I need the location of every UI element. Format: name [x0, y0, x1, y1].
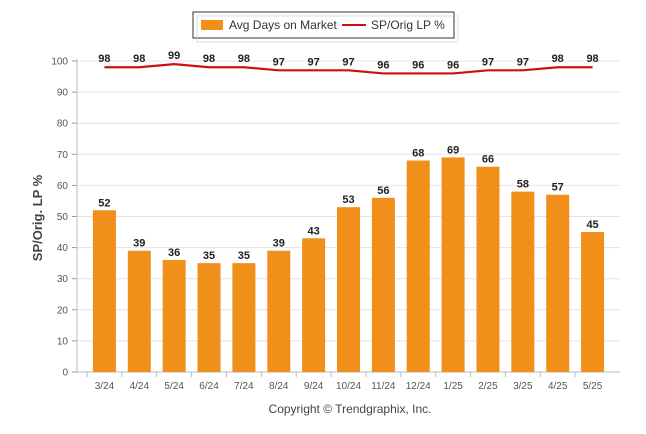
line-data-label: 97	[273, 56, 285, 68]
labels-layer: 52 3/24 39 4/24 36 5/24 35 6/24 35 7/24 39 8/24 43 9/…	[95, 50, 603, 392]
x-tick-label: 3/24	[95, 381, 115, 392]
y-tick-label: 10	[57, 336, 69, 347]
y-tick-label: 50	[57, 212, 69, 223]
bar-data-label: 58	[517, 179, 529, 191]
bar	[302, 238, 326, 372]
series-line	[104, 63, 593, 75]
bar	[232, 263, 256, 372]
y-tick-label: 60	[57, 181, 69, 192]
bar	[441, 157, 465, 372]
x-tick-label: 8/24	[269, 381, 289, 392]
bar-data-label: 45	[586, 219, 598, 231]
bars-layer	[92, 157, 605, 372]
bar	[511, 191, 535, 372]
bar-data-label: 35	[238, 250, 250, 262]
x-tick-label: 9/24	[304, 381, 324, 392]
line-data-label: 96	[412, 59, 424, 71]
bar	[92, 210, 116, 372]
legend: Avg Days on Market SP/Orig LP %	[192, 11, 459, 43]
bar-data-label: 36	[168, 247, 180, 259]
line-layer	[104, 63, 593, 75]
bar	[162, 260, 186, 372]
bar	[546, 194, 570, 372]
bar-data-label: 68	[412, 148, 424, 160]
x-tick-label: 2/25	[478, 381, 498, 392]
bar	[337, 207, 360, 372]
legend-swatch-bar	[201, 20, 223, 30]
line-data-label: 97	[308, 56, 320, 68]
legend-label-line: SP/Orig LP %	[371, 18, 445, 32]
y-tick-label: 100	[51, 57, 68, 68]
line-data-label: 98	[238, 53, 250, 65]
x-tick-label: 7/24	[234, 381, 254, 392]
x-tick-label: 4/25	[548, 381, 568, 392]
y-tick-label: 80	[57, 119, 69, 130]
bar	[371, 197, 395, 372]
legend-label-bar: Avg Days on Market	[229, 18, 337, 32]
line-data-label: 96	[377, 59, 389, 71]
bar	[197, 263, 221, 372]
y-tick-label: 30	[57, 274, 69, 285]
line-data-label: 98	[133, 53, 145, 65]
bar-data-label: 39	[133, 238, 145, 250]
bar-data-label: 69	[447, 144, 459, 156]
line-data-label: 97	[482, 56, 494, 68]
x-tick-label: 12/24	[406, 381, 431, 392]
line-data-label: 99	[168, 50, 180, 62]
bar-data-label: 66	[482, 154, 494, 166]
bar	[581, 232, 605, 372]
x-tick-label: 1/25	[443, 381, 463, 392]
x-tick-label: 4/24	[130, 381, 150, 392]
line-data-label: 96	[447, 59, 459, 71]
bar-data-label: 56	[377, 185, 389, 197]
line-data-label: 98	[552, 53, 564, 65]
line-data-label: 97	[342, 56, 354, 68]
y-axis-title: SP/Orig. LP %	[30, 174, 45, 261]
bar-data-label: 53	[342, 194, 354, 206]
bar-data-label: 57	[552, 182, 564, 194]
bar	[406, 160, 430, 372]
line-data-label: 98	[98, 53, 110, 65]
line-data-label: 98	[203, 53, 215, 65]
bar	[127, 250, 151, 372]
y-tick-label: 0	[62, 368, 68, 379]
y-tick-label: 20	[57, 305, 69, 316]
x-tick-label: 3/25	[513, 381, 533, 392]
x-tick-label: 5/25	[583, 381, 603, 392]
y-tick-label: 90	[57, 88, 69, 99]
x-tick-label: 11/24	[371, 381, 396, 392]
bar	[267, 250, 291, 372]
bar-data-label: 43	[308, 225, 320, 237]
copyright-text: Copyright © Trendgraphix, Inc.	[269, 402, 432, 416]
bar	[476, 166, 500, 372]
x-tick-label: 10/24	[336, 381, 361, 392]
bar-data-label: 35	[203, 250, 215, 262]
bar-data-label: 52	[98, 197, 110, 209]
y-tick-label: 40	[57, 243, 69, 254]
x-tick-label: 5/24	[164, 381, 184, 392]
x-tick-label: 6/24	[199, 381, 219, 392]
line-data-label: 97	[517, 56, 529, 68]
line-data-label: 98	[586, 53, 598, 65]
legend-shadow	[196, 15, 459, 43]
y-tick-label: 70	[57, 150, 69, 161]
bar-data-label: 39	[273, 238, 285, 250]
